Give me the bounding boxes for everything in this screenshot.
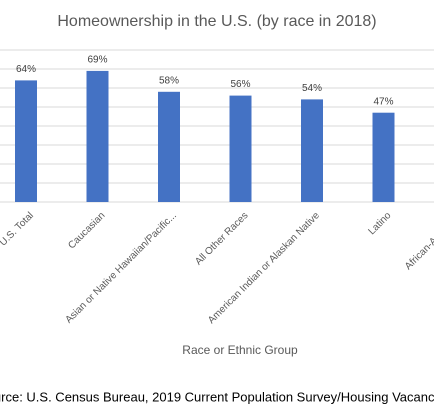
x-tick-label: Asian or Native Hawaiian/Pacific... [64, 210, 179, 325]
value-label: 47% [373, 96, 393, 107]
x-tick-label: American Indian or Alaskan Native [206, 210, 322, 326]
bar [301, 99, 323, 202]
x-tick-label: African-American [403, 210, 434, 272]
chart-title: Homeownership in the U.S. (by race in 20… [57, 13, 376, 30]
bar [229, 95, 252, 202]
source-note: Source: U.S. Census Bureau, 2019 Current… [0, 389, 434, 404]
value-label: 64% [16, 64, 36, 75]
bar [86, 70, 109, 203]
value-label: 58% [159, 75, 179, 86]
x-tick-label: All Other Races [193, 210, 250, 267]
x-axis-title: Race or Ethnic Group [182, 343, 298, 357]
bar [158, 91, 180, 202]
bar [372, 112, 395, 202]
x-tick-label: Latino [366, 210, 393, 237]
value-label: 54% [302, 83, 322, 94]
x-tick-label: U.S. Total [0, 210, 36, 248]
value-label: 56% [230, 79, 250, 90]
value-label: 69% [87, 55, 107, 66]
x-tick-label: Caucasian [66, 210, 107, 251]
bar [15, 80, 37, 202]
